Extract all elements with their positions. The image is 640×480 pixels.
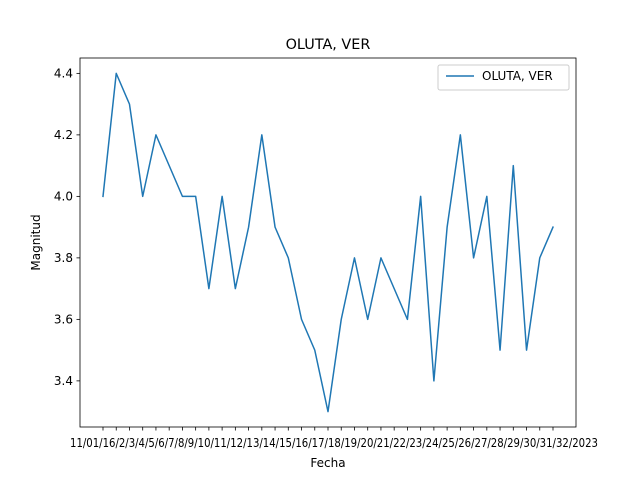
x-axis-ticks: 11/01/16/2/3/4/5/6/7/8/9/10/11/12/13/14/…: [70, 427, 598, 450]
y-tick-label: 3.6: [54, 312, 73, 326]
legend-label: OLUTA, VER: [482, 69, 553, 83]
y-tick-label: 4.0: [54, 189, 73, 203]
axes-frame: [79, 57, 577, 428]
y-tick-label: 3.4: [54, 374, 73, 388]
series-line: [102, 72, 554, 413]
x-axis-label: Fecha: [310, 456, 345, 470]
legend: OLUTA, VER: [437, 64, 570, 91]
legend-box: [437, 64, 570, 91]
y-axis-label: Magnitud: [29, 214, 43, 270]
x-tick-labels: 11/01/16/2/3/4/5/6/7/8/9/10/11/12/13/14/…: [70, 436, 598, 450]
series-layer: [102, 72, 554, 413]
y-axis-ticks: 3.4 3.6 3.8 4.0 4.2 4.4: [54, 66, 80, 388]
y-tick-label: 4.2: [54, 128, 73, 142]
chart-title: OLUTA, VER: [286, 37, 371, 53]
y-tick-label: 4.4: [54, 66, 73, 80]
plot-area: [80, 58, 576, 427]
y-tick-label: 3.8: [54, 251, 73, 265]
